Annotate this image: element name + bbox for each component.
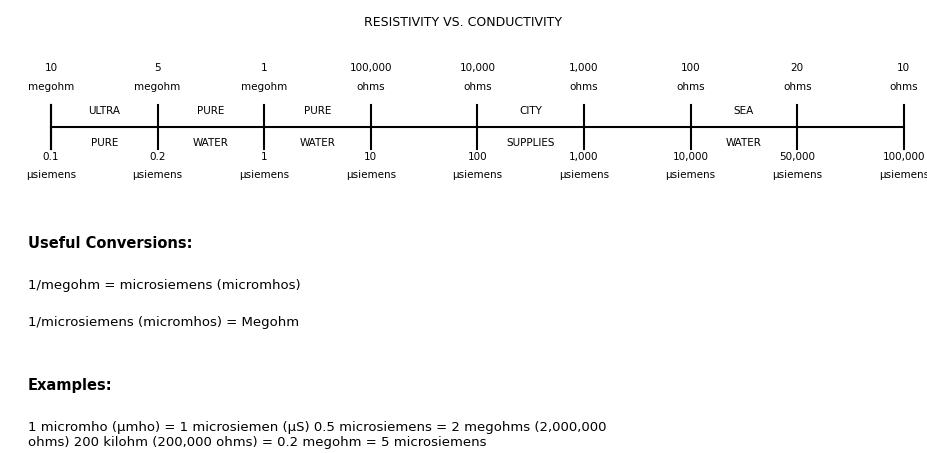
Text: μsiemens: μsiemens [559,170,609,180]
Text: Examples:: Examples: [28,378,112,393]
Text: SEA: SEA [734,106,754,116]
Text: 10,000: 10,000 [460,63,495,73]
Text: μsiemens: μsiemens [772,170,822,180]
Text: PURE: PURE [197,106,224,116]
Text: μsiemens: μsiemens [26,170,76,180]
Text: megohm: megohm [28,82,74,92]
Text: 100: 100 [680,63,701,73]
Text: 0.2: 0.2 [149,152,166,162]
Text: μsiemens: μsiemens [879,170,927,180]
Text: SUPPLIES: SUPPLIES [506,138,555,148]
Text: 1,000: 1,000 [569,152,599,162]
Text: WATER: WATER [193,138,229,148]
Text: 1: 1 [260,63,268,73]
Text: 1: 1 [260,152,268,162]
Text: μsiemens: μsiemens [133,170,183,180]
Text: 100,000: 100,000 [349,63,392,73]
Text: PURE: PURE [91,138,118,148]
Text: 20: 20 [791,63,804,73]
Text: μsiemens: μsiemens [666,170,716,180]
Text: Useful Conversions:: Useful Conversions: [28,236,192,251]
Text: WATER: WATER [299,138,336,148]
Text: PURE: PURE [304,106,331,116]
Text: megohm: megohm [134,82,181,92]
Text: WATER: WATER [726,138,762,148]
Text: 5: 5 [154,63,161,73]
Text: μsiemens: μsiemens [346,170,396,180]
Text: 1/megohm = microsiemens (micromhos): 1/megohm = microsiemens (micromhos) [28,279,300,292]
Text: ohms: ohms [783,82,811,92]
Text: megohm: megohm [241,82,287,92]
Text: μsiemens: μsiemens [452,170,502,180]
Text: 10,000: 10,000 [673,152,708,162]
Text: CITY: CITY [519,106,542,116]
Text: μsiemens: μsiemens [239,170,289,180]
Text: 1,000: 1,000 [569,63,599,73]
Text: 10: 10 [897,63,910,73]
Text: ohms: ohms [890,82,918,92]
Text: 100,000: 100,000 [883,152,925,162]
Text: 50,000: 50,000 [780,152,815,162]
Text: RESISTIVITY VS. CONDUCTIVITY: RESISTIVITY VS. CONDUCTIVITY [364,16,563,29]
Text: ULTRA: ULTRA [88,106,121,116]
Text: ohms: ohms [357,82,385,92]
Text: 1/microsiemens (micromhos) = Megohm: 1/microsiemens (micromhos) = Megohm [28,316,298,329]
Text: 100: 100 [467,152,488,162]
Text: ohms: ohms [570,82,598,92]
Text: 10: 10 [364,152,377,162]
Text: 10: 10 [44,63,57,73]
Text: 0.1: 0.1 [43,152,59,162]
Text: ohms: ohms [464,82,491,92]
Text: 1 micromho (μmho) = 1 microsiemen (μS) 0.5 microsiemens = 2 megohms (2,000,000
o: 1 micromho (μmho) = 1 microsiemen (μS) 0… [28,421,606,449]
Text: ohms: ohms [677,82,705,92]
